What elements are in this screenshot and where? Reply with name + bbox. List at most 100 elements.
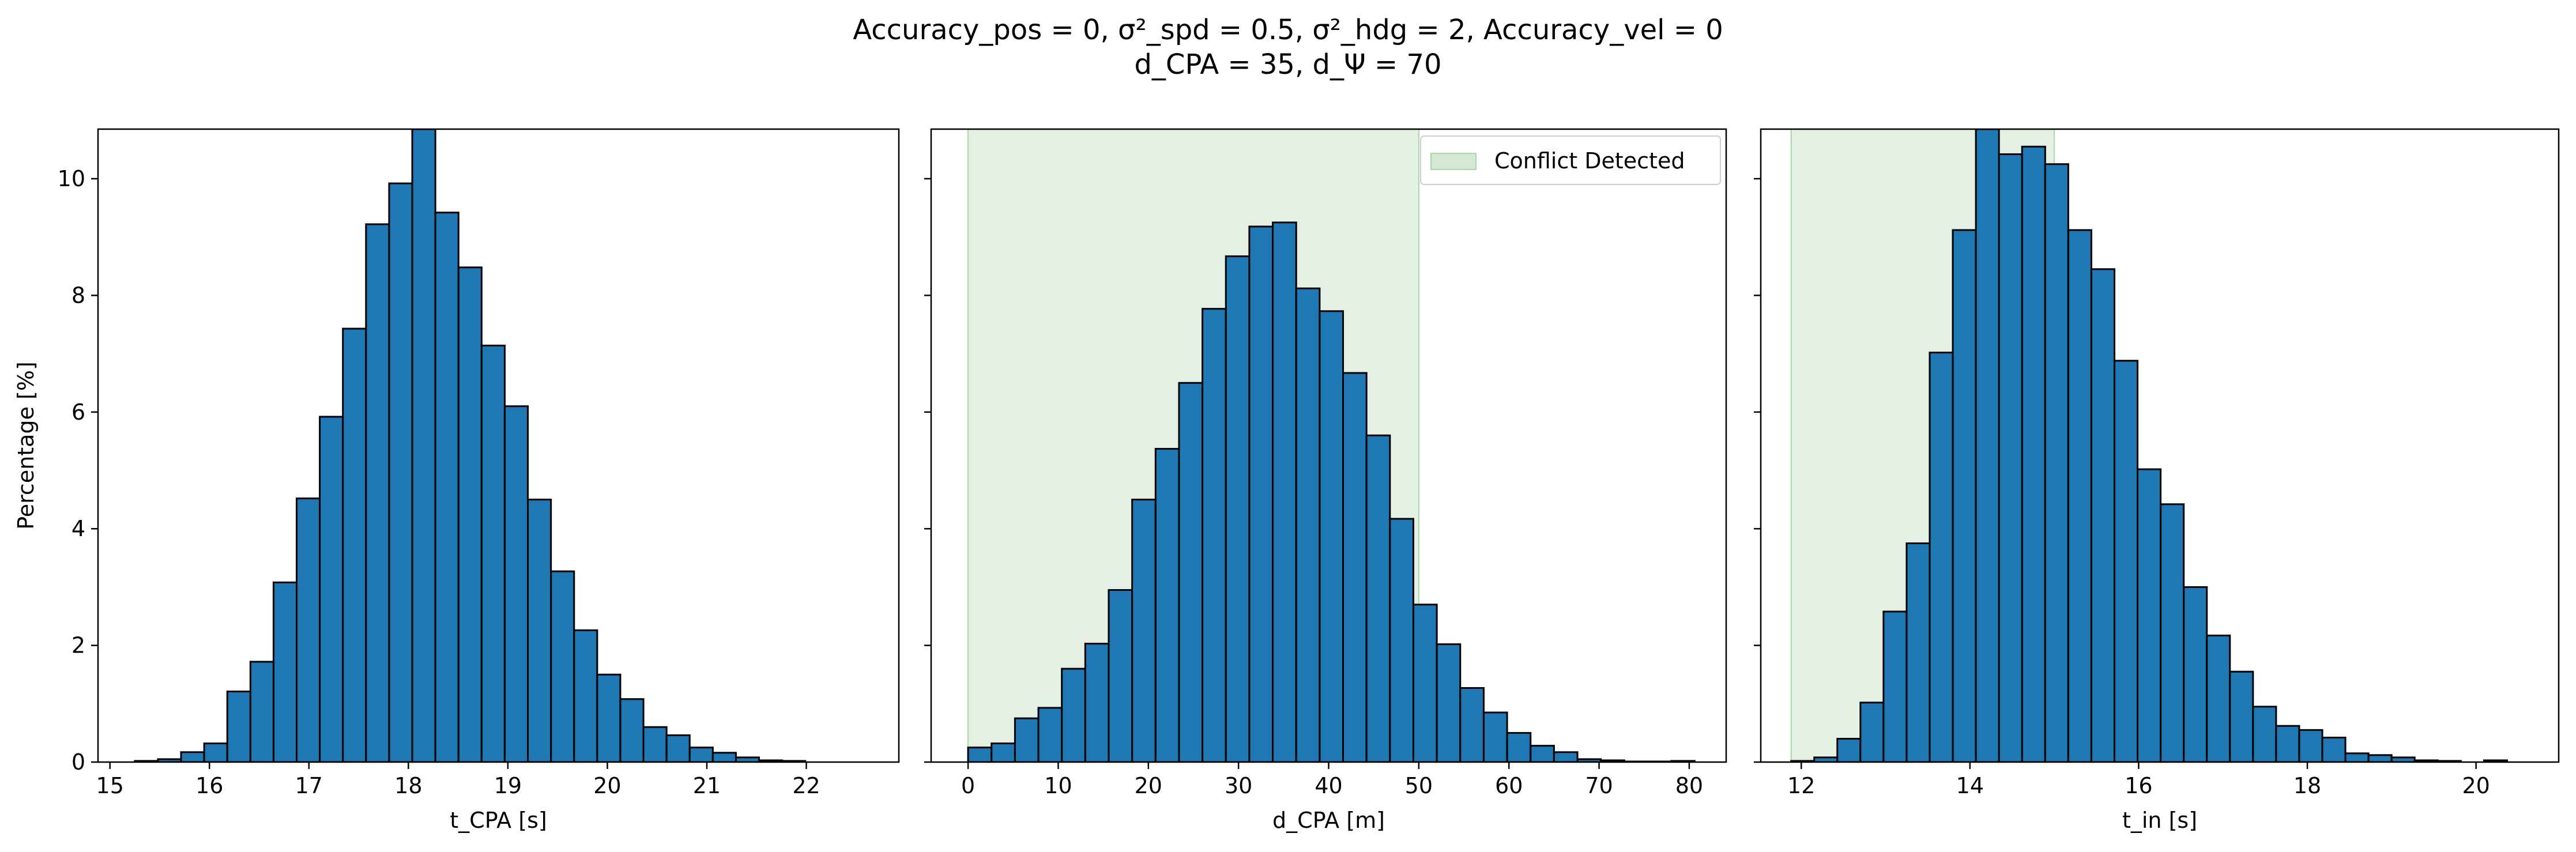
histogram-bar: [967, 747, 993, 762]
histogram-bar: [2321, 736, 2347, 762]
histogram-bar: [480, 344, 506, 762]
histogram-bar: [1459, 687, 1485, 762]
chart-title: Accuracy_pos = 0, σ²_spd = 0.5, σ²_hdg =…: [0, 13, 2576, 82]
histogram-bar: [2137, 468, 2162, 762]
x-tick-label: 70: [1585, 773, 1613, 798]
histogram-bar: [2229, 670, 2254, 762]
histogram-bar: [1178, 382, 1204, 762]
histogram-bar: [180, 751, 205, 762]
histogram-bar: [642, 726, 668, 762]
histogram-bar: [1295, 287, 1321, 762]
chart-title-line-2: d_CPA = 35, d_Ψ = 70: [1134, 48, 1442, 81]
subplot-3: 12 14 16 18 20 t_in [s]: [1754, 128, 2560, 833]
histogram-bar: [1905, 542, 1931, 762]
x-tick-label: 30: [1225, 773, 1252, 798]
histogram-bar: [226, 691, 251, 762]
x-tick-label: 0: [961, 773, 975, 798]
x-tick-label: 19: [494, 773, 522, 798]
x-tick-label: 50: [1405, 773, 1433, 798]
histogram-bar: [388, 182, 413, 762]
x-axis-label: t_CPA [s]: [450, 808, 547, 833]
histogram-bar: [2160, 503, 2185, 762]
histogram-bar: [1037, 707, 1063, 762]
histogram-bar: [1131, 499, 1157, 762]
x-tick-label: 20: [2462, 773, 2490, 798]
histogram-bar: [2067, 229, 2092, 762]
histogram-bar: [2090, 268, 2115, 762]
histogram-bar: [2252, 706, 2277, 762]
histogram-bar: [1506, 732, 1532, 762]
histogram-bar: [503, 405, 529, 762]
histogram-bar: [1084, 643, 1110, 762]
histogram-bar: [1248, 225, 1274, 762]
histogram-bar: [457, 266, 483, 762]
bars: [134, 129, 807, 762]
histogram-bar: [249, 661, 274, 762]
x-tick-label: 18: [2293, 773, 2321, 798]
y-tick-label: 0: [71, 749, 85, 775]
histogram-bar: [2021, 145, 2046, 762]
histogram-bar: [1882, 610, 1908, 762]
axes-frame: [1760, 128, 2560, 763]
histogram-bar: [365, 223, 390, 762]
x-tick-label: 14: [1956, 773, 1984, 798]
x-tick-label: 10: [1044, 773, 1072, 798]
histogram-bar: [2113, 360, 2139, 762]
histogram-bar: [711, 752, 737, 762]
bars: [967, 221, 1696, 762]
histogram-bar: [2275, 725, 2300, 762]
x-tick-label: 18: [394, 773, 422, 798]
histogram-bar: [1108, 589, 1133, 762]
x-axis-label: d_CPA [m]: [1272, 808, 1385, 833]
y-tick-label: 4: [71, 516, 85, 541]
histogram-bar: [1202, 308, 1227, 762]
histogram-bar: [296, 497, 321, 762]
histogram-bar: [2206, 634, 2231, 762]
x-axis-label: t_in [s]: [2122, 808, 2197, 833]
histogram-bar: [550, 570, 575, 762]
histogram-bar: [1975, 129, 2000, 762]
histogram-bar: [1014, 717, 1040, 762]
histogram-bar: [1859, 702, 1885, 762]
histogram-bar: [1319, 310, 1345, 762]
y-tick-label: 2: [71, 633, 85, 658]
y-tick-label: 10: [58, 166, 85, 191]
histogram-bar: [2298, 729, 2323, 762]
histogram-bar: [2344, 752, 2370, 762]
x-tick-label: 20: [1135, 773, 1162, 798]
histogram-bar: [2044, 163, 2069, 762]
histogram-bar: [1530, 745, 1555, 762]
x-tick-label: 12: [1787, 773, 1815, 798]
histogram-bar: [342, 327, 367, 762]
histogram-bar: [1482, 711, 1508, 762]
histogram-bar: [1061, 668, 1086, 762]
histogram-bar: [1154, 448, 1180, 762]
histogram-bar: [1836, 738, 1862, 762]
histogram-bar: [1998, 153, 2023, 762]
histogram-bar: [1342, 372, 1368, 762]
histogram-bar: [991, 742, 1016, 762]
histogram-bar: [573, 629, 598, 762]
histogram-bar: [1272, 221, 1297, 762]
histogram-bar: [434, 212, 460, 762]
histogram-bar: [203, 742, 228, 762]
legend: Conflict Detected: [1420, 135, 1721, 185]
histogram-bar: [1412, 604, 1438, 762]
x-tick-label: 16: [195, 773, 223, 798]
x-tick-label: 80: [1675, 773, 1703, 798]
histogram-bar: [2183, 586, 2208, 762]
x-tick-label: 60: [1495, 773, 1523, 798]
chart-title-line-1: Accuracy_pos = 0, σ²_spd = 0.5, σ²_hdg =…: [853, 14, 1723, 46]
histogram-bar: [527, 499, 552, 762]
histogram-bar: [1225, 255, 1251, 762]
y-axis-label: Percentage [%]: [13, 361, 39, 530]
histogram-bar: [2483, 759, 2508, 762]
histogram-bar: [1389, 518, 1414, 762]
histogram-bar: [1952, 229, 1977, 762]
histogram-bar: [319, 416, 344, 762]
x-tick-label: 16: [2125, 773, 2152, 798]
x-tick-label: 20: [593, 773, 621, 798]
x-tick-label: 40: [1315, 773, 1342, 798]
x-tick-label: 17: [295, 773, 323, 798]
